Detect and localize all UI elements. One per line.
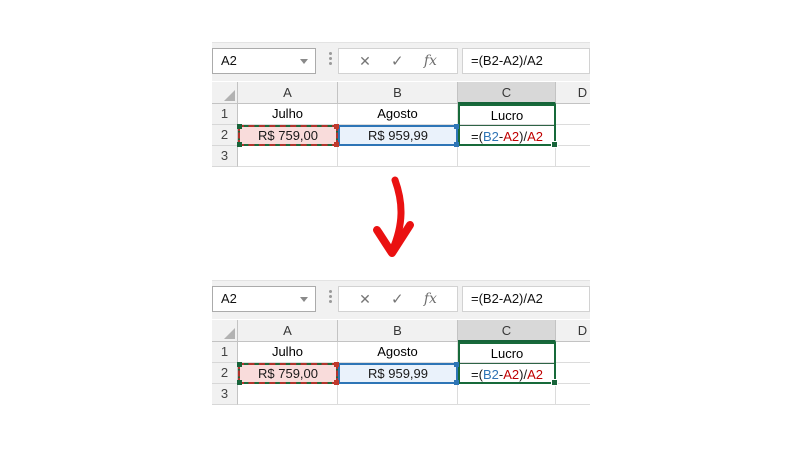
cell-c3[interactable] (458, 384, 556, 405)
cell-b1[interactable]: Agosto (338, 342, 458, 363)
drag-handle[interactable] (454, 362, 459, 367)
excel-panel-bottom: A2 ✕ ✓ fx =(B2-A2)/A2 A B C D 1 2 3 Julh… (212, 278, 590, 406)
drag-handle[interactable] (334, 142, 339, 147)
drag-handle[interactable] (454, 142, 459, 147)
cell-b3[interactable] (338, 146, 458, 167)
cell-d2[interactable] (556, 125, 590, 146)
cell-d1[interactable] (556, 104, 590, 125)
cell-a2-value: R$ 759,00 (258, 366, 318, 381)
select-all-triangle-icon (224, 90, 235, 101)
separator-dots-icon (329, 52, 332, 65)
formula-bar[interactable]: =(B2-A2)/A2 (462, 48, 590, 74)
row-header-2[interactable]: 2 (212, 125, 238, 146)
cell-a2-red-reference[interactable]: R$ 759,00 (237, 362, 339, 385)
row-header-3[interactable]: 3 (212, 384, 238, 405)
selection-c1-c2[interactable]: Lucro =(B2-A2)/A2 (458, 342, 558, 386)
row-header-1[interactable]: 1 (212, 104, 238, 125)
formula-toolbar: A2 ✕ ✓ fx =(B2-A2)/A2 (212, 280, 590, 319)
name-box-value: A2 (221, 291, 237, 306)
col-header-c[interactable]: C (458, 82, 556, 104)
col-header-a[interactable]: A (238, 320, 338, 342)
drag-handle[interactable] (334, 362, 339, 367)
select-all-triangle-icon (224, 328, 235, 339)
cell-b2-blue-reference[interactable]: R$ 959,99 (338, 362, 459, 385)
name-box-value: A2 (221, 53, 237, 68)
insert-function-icon[interactable]: fx (423, 53, 437, 69)
cell-b2-value: R$ 959,99 (368, 366, 428, 381)
cell-a1[interactable]: Julho (238, 104, 338, 125)
drag-handle[interactable] (237, 124, 242, 129)
cell-a1[interactable]: Julho (238, 342, 338, 363)
fill-handle[interactable] (551, 379, 558, 386)
red-down-arrow (373, 176, 414, 257)
col-header-b[interactable]: B (338, 82, 458, 104)
col-header-d[interactable]: D (556, 82, 590, 104)
col-header-c[interactable]: C (458, 320, 556, 342)
select-all-corner[interactable] (212, 320, 238, 342)
spreadsheet-grid: A B C D 1 2 3 Julho Agosto R$ 9 (212, 82, 590, 168)
enter-icon[interactable]: ✓ (391, 290, 404, 308)
cell-d1[interactable] (556, 342, 590, 363)
cell-b3[interactable] (338, 384, 458, 405)
formula-buttons-group: ✕ ✓ fx (338, 286, 458, 312)
cell-a3[interactable] (238, 384, 338, 405)
col-header-d[interactable]: D (556, 320, 590, 342)
name-box[interactable]: A2 (212, 48, 316, 74)
formula-bar-value: =(B2-A2)/A2 (471, 291, 543, 306)
spreadsheet-grid: A B C D 1 2 3 Julho Agosto R$ 959,99 (212, 320, 590, 406)
chevron-down-icon[interactable] (300, 297, 308, 302)
row-header-1[interactable]: 1 (212, 342, 238, 363)
drag-handle[interactable] (334, 380, 339, 385)
cell-d2[interactable] (556, 363, 590, 384)
col-header-b[interactable]: B (338, 320, 458, 342)
cell-b2-blue-reference[interactable]: R$ 959,99 (338, 124, 459, 147)
cell-a2-red-reference[interactable]: R$ 759,00 (237, 124, 339, 147)
cell-a2-value: R$ 759,00 (258, 128, 318, 143)
fill-handle[interactable] (551, 141, 558, 148)
cancel-icon[interactable]: ✕ (359, 53, 371, 69)
enter-icon[interactable]: ✓ (391, 52, 404, 70)
drag-handle[interactable] (237, 362, 242, 367)
chevron-down-icon[interactable] (300, 59, 308, 64)
col-header-a[interactable]: A (238, 82, 338, 104)
formula-toolbar: A2 ✕ ✓ fx =(B2-A2)/A2 (212, 42, 590, 81)
cell-b2-value: R$ 959,99 (368, 128, 428, 143)
cell-b1[interactable]: Agosto (338, 104, 458, 125)
drag-handle[interactable] (237, 142, 242, 147)
insert-function-icon[interactable]: fx (423, 291, 437, 307)
drag-handle[interactable] (454, 380, 459, 385)
cell-d3[interactable] (556, 146, 590, 167)
row-header-2[interactable]: 2 (212, 363, 238, 384)
cell-c2-formula: =(B2-A2)/A2 (471, 367, 543, 382)
select-all-corner[interactable] (212, 82, 238, 104)
cell-d3[interactable] (556, 384, 590, 405)
cell-c2-formula: =(B2-A2)/A2 (471, 129, 543, 144)
row-header-3[interactable]: 3 (212, 146, 238, 167)
drag-handle[interactable] (454, 124, 459, 129)
cancel-icon[interactable]: ✕ (359, 291, 371, 307)
drag-handle[interactable] (334, 124, 339, 129)
formula-bar-value: =(B2-A2)/A2 (471, 53, 543, 68)
name-box[interactable]: A2 (212, 286, 316, 312)
drag-handle[interactable] (237, 380, 242, 385)
cell-a3[interactable] (238, 146, 338, 167)
formula-bar[interactable]: =(B2-A2)/A2 (462, 286, 590, 312)
cell-c1-value: Lucro (490, 108, 524, 123)
excel-panel-top: A2 ✕ ✓ fx =(B2-A2)/A2 A B C D 1 2 3 (212, 40, 590, 168)
separator-dots-icon (329, 290, 332, 303)
cell-c1-value: Lucro (490, 346, 524, 361)
selection-c1-c2[interactable]: Lucro =(B2-A2)/A2 (458, 104, 558, 148)
formula-buttons-group: ✕ ✓ fx (338, 48, 458, 74)
cell-c3[interactable] (458, 146, 556, 167)
